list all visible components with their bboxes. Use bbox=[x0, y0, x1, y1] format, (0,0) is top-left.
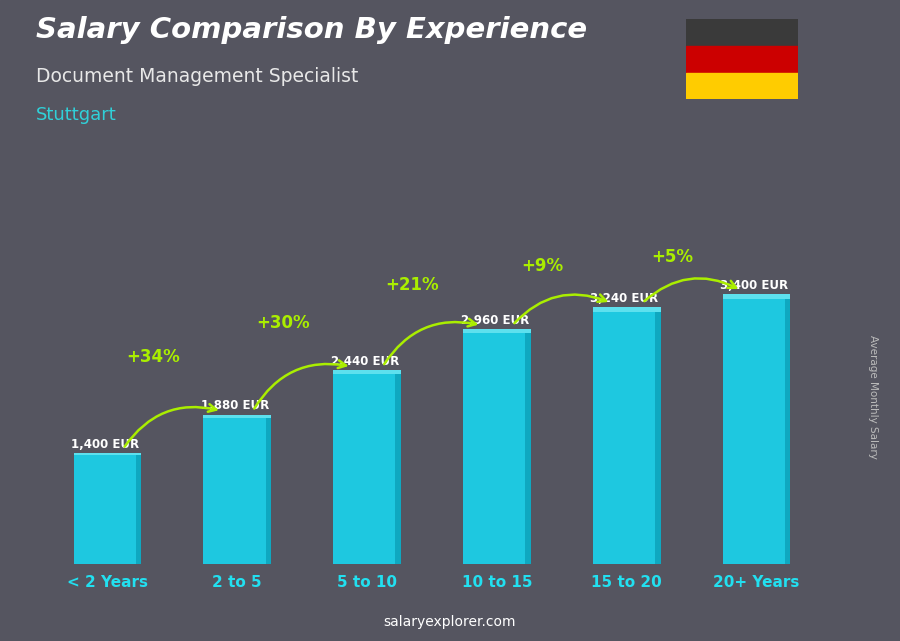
Bar bbox=[203, 415, 271, 564]
Bar bbox=[655, 307, 661, 564]
Bar bbox=[464, 329, 531, 333]
Text: salaryexplorer.com: salaryexplorer.com bbox=[383, 615, 517, 629]
Text: 2,440 EUR: 2,440 EUR bbox=[330, 355, 399, 368]
Bar bbox=[785, 294, 790, 564]
FancyArrowPatch shape bbox=[255, 360, 346, 408]
Text: 2,960 EUR: 2,960 EUR bbox=[461, 314, 529, 327]
Text: +9%: +9% bbox=[521, 257, 563, 275]
Bar bbox=[686, 19, 798, 46]
Text: Document Management Specialist: Document Management Specialist bbox=[36, 67, 358, 87]
Bar bbox=[136, 453, 141, 564]
Bar bbox=[723, 294, 790, 564]
Bar bbox=[593, 307, 661, 312]
Bar bbox=[526, 329, 531, 564]
Text: +34%: +34% bbox=[126, 349, 180, 367]
Text: 1,400 EUR: 1,400 EUR bbox=[71, 438, 140, 451]
FancyArrowPatch shape bbox=[384, 319, 476, 364]
Bar bbox=[203, 415, 271, 417]
Bar bbox=[593, 307, 661, 564]
Bar bbox=[723, 294, 790, 299]
Bar bbox=[266, 415, 271, 564]
FancyArrowPatch shape bbox=[515, 294, 606, 323]
Bar bbox=[686, 46, 798, 72]
Text: +21%: +21% bbox=[386, 276, 439, 294]
Bar bbox=[74, 453, 141, 564]
Text: +5%: +5% bbox=[652, 247, 693, 265]
Bar bbox=[395, 370, 400, 564]
Bar bbox=[333, 370, 400, 564]
Text: +30%: +30% bbox=[256, 314, 310, 332]
Bar bbox=[74, 453, 141, 455]
Text: Salary Comparison By Experience: Salary Comparison By Experience bbox=[36, 16, 587, 44]
FancyArrowPatch shape bbox=[124, 404, 216, 447]
Text: Average Monthly Salary: Average Monthly Salary bbox=[868, 335, 878, 460]
Bar bbox=[686, 72, 798, 99]
Text: 3,240 EUR: 3,240 EUR bbox=[590, 292, 659, 304]
Bar bbox=[464, 329, 531, 564]
Bar bbox=[333, 370, 400, 374]
Text: Stuttgart: Stuttgart bbox=[36, 106, 117, 124]
FancyArrowPatch shape bbox=[644, 278, 736, 301]
Text: 1,880 EUR: 1,880 EUR bbox=[201, 399, 269, 413]
Text: 3,400 EUR: 3,400 EUR bbox=[720, 279, 788, 292]
